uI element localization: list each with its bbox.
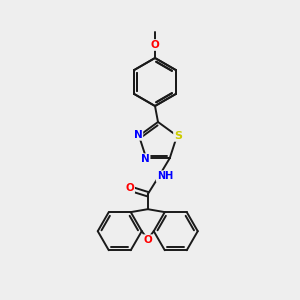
Text: NH: NH	[157, 171, 173, 181]
Text: O: O	[151, 40, 159, 50]
Text: S: S	[174, 131, 182, 141]
Text: O: O	[125, 183, 134, 193]
Text: N: N	[141, 154, 150, 164]
Text: O: O	[143, 235, 152, 245]
Text: N: N	[134, 130, 142, 140]
